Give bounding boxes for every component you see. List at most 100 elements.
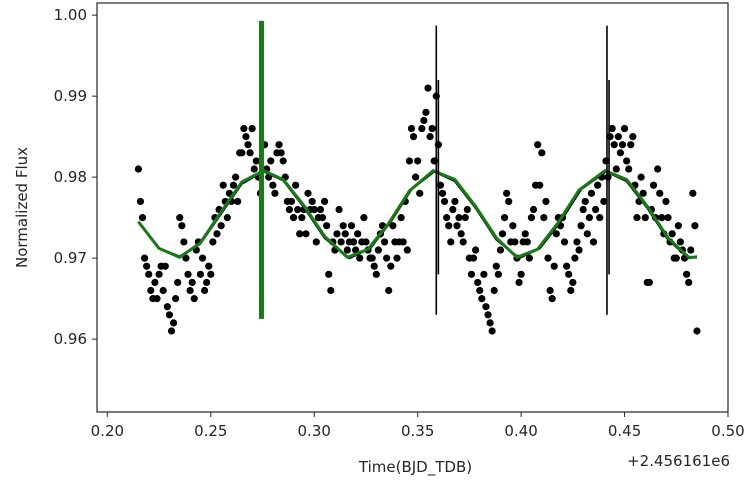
- data-point: [285, 205, 293, 214]
- data-point: [238, 149, 246, 157]
- data-point: [581, 197, 589, 206]
- chart-marks: [134, 20, 701, 335]
- data-point: [147, 286, 155, 295]
- data-point: [145, 270, 153, 278]
- data-point: [374, 246, 382, 254]
- data-point: [440, 197, 449, 206]
- data-point: [587, 189, 596, 197]
- data-point: [304, 189, 312, 197]
- data-point: [302, 230, 310, 238]
- data-point: [151, 278, 159, 287]
- y-tick-label: 0.98: [54, 168, 87, 186]
- data-point: [362, 238, 370, 246]
- data-point: [672, 254, 680, 262]
- data-point: [463, 205, 471, 214]
- data-point: [548, 295, 556, 303]
- data-point: [649, 181, 658, 189]
- data-point: [196, 270, 205, 278]
- data-point: [279, 157, 287, 165]
- data-point: [277, 149, 285, 157]
- data-point: [405, 157, 413, 165]
- data-point: [244, 141, 252, 149]
- data-point: [294, 205, 302, 214]
- data-point: [496, 246, 505, 254]
- data-point: [571, 254, 579, 262]
- data-point: [213, 230, 221, 238]
- data-point: [536, 181, 544, 189]
- x-tick-label: 0.30: [298, 422, 331, 440]
- data-point: [138, 214, 147, 222]
- data-point: [645, 278, 653, 287]
- data-point: [134, 165, 142, 173]
- data-point: [327, 286, 335, 295]
- data-point: [223, 214, 231, 222]
- x-tick-label: 0.20: [91, 422, 124, 440]
- data-point: [140, 254, 149, 262]
- data-point: [505, 197, 513, 206]
- data-point: [461, 214, 469, 222]
- data-point: [683, 270, 691, 278]
- data-point: [428, 124, 436, 133]
- data-point: [188, 278, 196, 287]
- data-point: [664, 214, 672, 222]
- data-point: [186, 286, 194, 295]
- data-point: [426, 133, 434, 141]
- data-point: [349, 238, 358, 246]
- data-point: [250, 165, 258, 173]
- data-point: [565, 270, 573, 278]
- data-point: [325, 270, 333, 278]
- data-point: [589, 238, 598, 246]
- data-point: [511, 238, 519, 246]
- data-point: [641, 214, 649, 222]
- data-point: [169, 319, 178, 327]
- data-point: [198, 254, 207, 262]
- data-point: [685, 278, 693, 287]
- data-point: [356, 254, 364, 262]
- data-point: [629, 133, 637, 141]
- y-tick-label: 1.00: [54, 6, 87, 24]
- data-point: [674, 222, 682, 230]
- data-point: [234, 197, 242, 206]
- data-point: [447, 238, 455, 246]
- data-point: [343, 246, 351, 254]
- data-point: [323, 222, 331, 230]
- data-point: [455, 214, 463, 222]
- data-point: [687, 246, 695, 254]
- data-point: [397, 214, 405, 222]
- data-point: [500, 214, 509, 222]
- data-point: [337, 238, 345, 246]
- data-point: [308, 197, 316, 206]
- data-point: [503, 189, 511, 197]
- data-point: [438, 189, 447, 197]
- data-point: [242, 133, 250, 141]
- data-point: [612, 165, 620, 173]
- data-point: [594, 181, 602, 189]
- x-tick-label: 0.35: [401, 422, 434, 440]
- x-axis-label: Time(BJD_TDB): [358, 458, 472, 477]
- data-point: [320, 197, 329, 206]
- data-point: [372, 270, 380, 278]
- data-point: [596, 214, 604, 222]
- data-point: [219, 181, 227, 189]
- data-point: [610, 141, 618, 149]
- data-point: [403, 246, 411, 254]
- data-point: [691, 222, 699, 230]
- data-point: [480, 270, 488, 278]
- data-point: [341, 230, 349, 238]
- data-point: [478, 295, 486, 303]
- data-point: [573, 238, 581, 246]
- data-point: [318, 214, 327, 222]
- data-point: [560, 238, 569, 246]
- x-tick-label: 0.40: [504, 422, 537, 440]
- data-point: [529, 205, 538, 214]
- data-point: [583, 230, 591, 238]
- data-point: [200, 286, 209, 295]
- data-point: [527, 214, 536, 222]
- y-axis-label: Normalized Flux: [13, 147, 31, 268]
- data-point: [136, 197, 145, 206]
- data-point: [459, 238, 467, 246]
- data-point: [354, 230, 362, 238]
- data-point: [418, 124, 426, 133]
- y-tick-label: 0.96: [54, 330, 87, 348]
